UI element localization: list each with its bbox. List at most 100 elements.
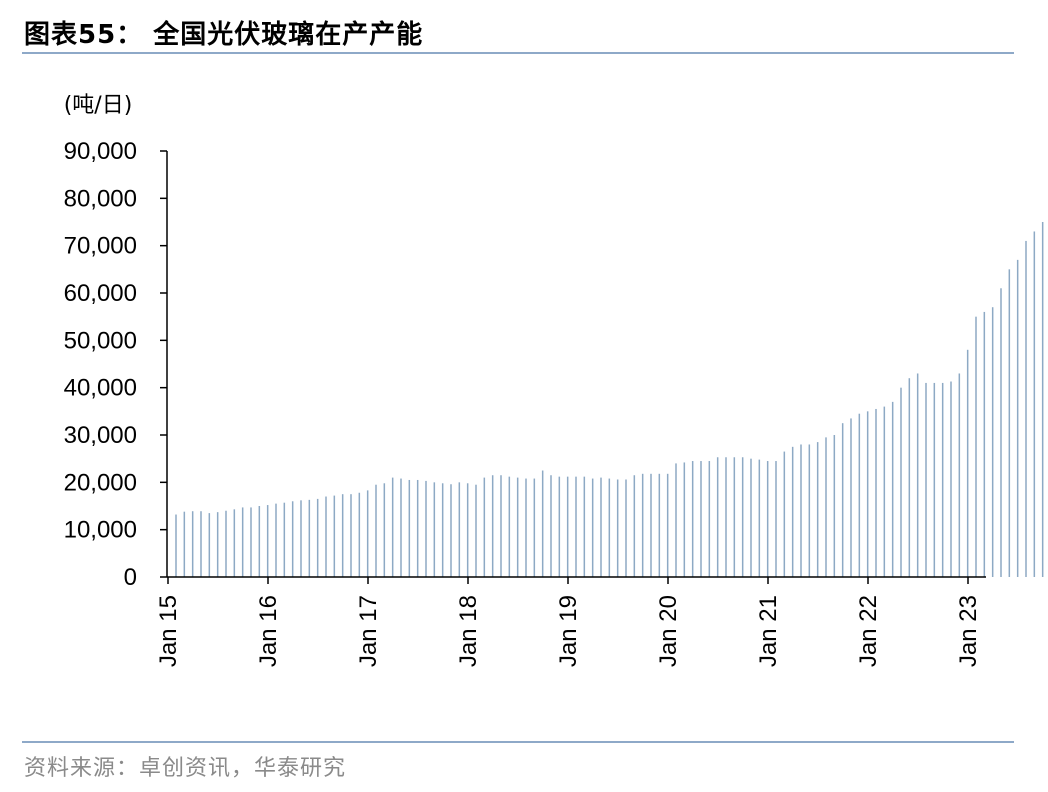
bar bbox=[741, 457, 744, 577]
x-tick-label: Jan 20 bbox=[655, 595, 682, 667]
bar bbox=[1041, 222, 1044, 577]
x-tick-label: Jan 21 bbox=[755, 595, 782, 667]
bar bbox=[416, 479, 419, 577]
bar bbox=[300, 500, 302, 577]
footer-divider bbox=[22, 741, 1014, 743]
x-tick-label: Jan 19 bbox=[555, 595, 582, 667]
bar bbox=[550, 475, 552, 577]
bar bbox=[441, 483, 444, 577]
bar bbox=[516, 477, 519, 577]
bar bbox=[625, 479, 627, 577]
bar bbox=[675, 463, 677, 577]
bar bbox=[1008, 269, 1011, 577]
bar bbox=[475, 484, 477, 577]
x-tick-label: Jan 16 bbox=[255, 595, 282, 667]
bar bbox=[891, 401, 894, 577]
bar bbox=[1025, 240, 1027, 577]
bar bbox=[450, 484, 452, 577]
x-tick-label: Jan 23 bbox=[955, 595, 982, 667]
x-tick-label: Jan 18 bbox=[455, 595, 482, 667]
bar bbox=[991, 307, 994, 577]
bar bbox=[358, 492, 361, 577]
bar bbox=[866, 411, 869, 577]
bar bbox=[941, 382, 944, 577]
bars-group bbox=[175, 222, 1044, 577]
title-divider bbox=[22, 52, 1014, 54]
bar bbox=[600, 477, 602, 577]
bar bbox=[575, 476, 577, 577]
bar bbox=[175, 514, 177, 577]
bar bbox=[583, 476, 586, 577]
bar bbox=[683, 462, 686, 577]
bar bbox=[391, 477, 394, 577]
bar bbox=[375, 484, 377, 577]
bar bbox=[208, 513, 211, 577]
bar bbox=[400, 478, 402, 577]
bar bbox=[558, 476, 561, 577]
bar bbox=[958, 373, 961, 577]
bar bbox=[766, 461, 769, 577]
bar bbox=[350, 494, 352, 577]
bar bbox=[366, 490, 369, 577]
bar bbox=[433, 482, 436, 577]
bar bbox=[800, 444, 802, 577]
bar bbox=[533, 478, 536, 577]
bar bbox=[933, 382, 936, 577]
bar bbox=[950, 381, 952, 577]
bar bbox=[233, 509, 236, 577]
bar bbox=[650, 473, 652, 577]
bar bbox=[783, 451, 786, 577]
bar bbox=[908, 378, 911, 577]
bar bbox=[500, 475, 502, 577]
y-tick-label: 10,000 bbox=[64, 517, 137, 544]
bar bbox=[691, 461, 694, 577]
source-note: 资料来源：卓创资讯，华泰研究 bbox=[24, 756, 347, 781]
y-axis-ticks: 0 10,000 20,000 30,000 40,000 50,000 60,000 70,… bbox=[64, 138, 167, 591]
y-tick-label: 30,000 bbox=[64, 422, 137, 449]
y-tick-label: 80,000 bbox=[64, 185, 137, 212]
bar bbox=[425, 480, 427, 577]
bar bbox=[733, 457, 736, 577]
bar bbox=[750, 458, 752, 577]
bar bbox=[816, 442, 819, 577]
bar bbox=[883, 406, 886, 577]
x-tick-label: Jan 15 bbox=[155, 595, 182, 667]
bar bbox=[316, 498, 319, 577]
bar bbox=[875, 408, 877, 577]
bar bbox=[458, 482, 461, 577]
bar bbox=[408, 479, 411, 577]
bar bbox=[508, 476, 511, 577]
bar bbox=[708, 461, 711, 577]
y-tick-label: 40,000 bbox=[64, 375, 137, 402]
bar bbox=[966, 349, 969, 577]
bar bbox=[341, 494, 344, 577]
bar bbox=[608, 478, 611, 577]
bar bbox=[1000, 288, 1002, 577]
bar bbox=[858, 413, 861, 577]
bar bbox=[483, 477, 486, 577]
bar bbox=[758, 459, 761, 577]
bar bbox=[383, 483, 386, 577]
bar bbox=[291, 501, 294, 577]
y-tick-label: 70,000 bbox=[64, 233, 137, 260]
bar bbox=[250, 507, 252, 577]
y-tick-label: 60,000 bbox=[64, 280, 137, 307]
bar bbox=[466, 483, 469, 577]
bar bbox=[716, 457, 719, 577]
bar bbox=[791, 446, 794, 577]
bar bbox=[191, 511, 194, 577]
bar bbox=[283, 502, 286, 577]
y-axis-unit-label: (吨/日) bbox=[64, 93, 133, 118]
bar bbox=[700, 461, 702, 577]
x-tick-label: Jan 17 bbox=[355, 595, 382, 667]
bar bbox=[491, 475, 494, 577]
bar bbox=[841, 423, 844, 577]
bar bbox=[725, 457, 727, 577]
bar bbox=[850, 418, 852, 577]
y-tick-label: 50,000 bbox=[64, 327, 137, 354]
bar bbox=[275, 503, 277, 577]
bar bbox=[333, 495, 336, 577]
y-tick-label: 20,000 bbox=[64, 469, 137, 496]
bar bbox=[525, 478, 527, 577]
bar bbox=[975, 316, 977, 577]
